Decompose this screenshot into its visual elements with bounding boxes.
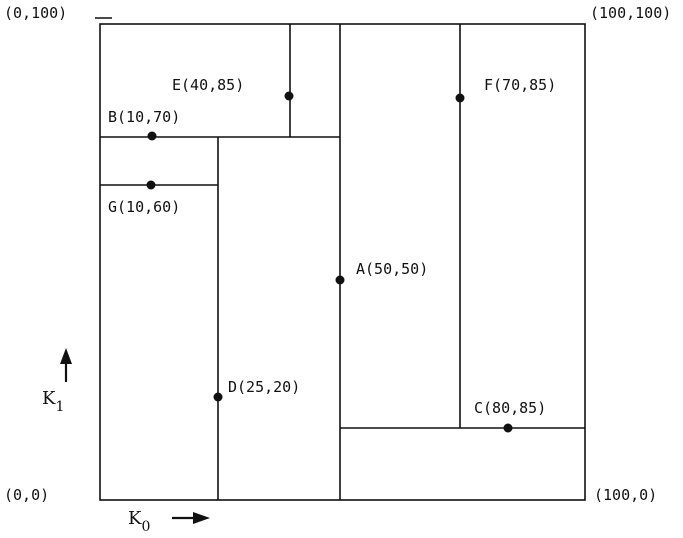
corner-label-bottom-left: (0,0) [4, 486, 49, 504]
axis-arrow-k1-head [60, 348, 72, 364]
point-b-dot [147, 131, 157, 141]
point-d-dot [213, 392, 223, 402]
point-a-dot [335, 275, 345, 285]
point-e-label: E(40,85) [172, 76, 244, 94]
corner-label-top-left: (0,100) [4, 4, 67, 22]
corner-label-top-right: (100,100) [590, 4, 671, 22]
point-f-label: F(70,85) [484, 76, 556, 94]
point-d-label: D(25,20) [228, 378, 300, 396]
axis-label-k0: K0 [128, 508, 150, 535]
point-g-label: G(10,60) [108, 198, 180, 216]
outer-boundary [99, 23, 586, 501]
axis-arrow-k0-head [193, 512, 210, 524]
point-f-dot [455, 93, 465, 103]
point-b-label: B(10,70) [108, 108, 180, 126]
axis-label-k1: K1 [42, 388, 64, 415]
point-c-dot [503, 423, 513, 433]
point-a-label: A(50,50) [356, 260, 428, 278]
point-g-dot [146, 180, 156, 190]
point-c-label: C(80,85) [474, 399, 546, 417]
corner-label-bottom-right: (100,0) [594, 486, 657, 504]
point-e-dot [284, 91, 294, 101]
